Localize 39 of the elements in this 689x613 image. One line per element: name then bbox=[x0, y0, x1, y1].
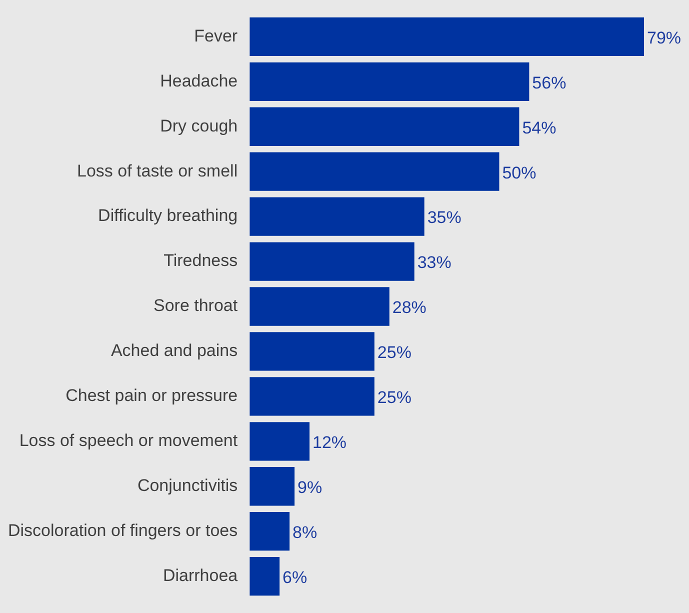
y-tick-label: Difficulty breathing bbox=[98, 206, 238, 226]
y-tick-label: Loss of taste or smell bbox=[76, 161, 238, 180]
bar bbox=[250, 152, 500, 191]
y-tick-label: Sore throat bbox=[154, 296, 238, 316]
bar bbox=[250, 197, 424, 236]
bar bbox=[250, 62, 530, 101]
bar bbox=[250, 107, 520, 146]
y-tick-label: Loss of speech or movement bbox=[19, 431, 238, 450]
data-label: 28% bbox=[392, 298, 426, 318]
bar bbox=[250, 287, 390, 326]
data-label: 35% bbox=[427, 208, 462, 228]
bar bbox=[250, 242, 414, 281]
y-tick-label: Headache bbox=[160, 71, 238, 90]
data-label: 50% bbox=[502, 163, 536, 182]
y-tick-label: Discoloration of fingers or toes bbox=[8, 521, 238, 540]
y-tick-label: Tiredness bbox=[164, 251, 238, 270]
y-tick-label: Fever bbox=[194, 26, 238, 46]
bar bbox=[250, 377, 374, 416]
bar bbox=[250, 422, 310, 461]
y-tick-label: Ached and pains bbox=[110, 341, 238, 360]
data-label: 12% bbox=[312, 433, 347, 452]
data-label: 33% bbox=[417, 253, 452, 272]
y-tick-label: Chest pain or pressure bbox=[66, 386, 238, 406]
y-tick-label: Dry cough bbox=[160, 116, 238, 136]
y-tick-label: Conjunctivitis bbox=[137, 476, 238, 496]
bar bbox=[250, 467, 295, 506]
data-label: 25% bbox=[377, 343, 412, 362]
bar bbox=[250, 556, 280, 596]
data-label: 56% bbox=[532, 73, 566, 92]
data-label: 8% bbox=[292, 523, 318, 542]
data-label: 25% bbox=[377, 388, 412, 408]
y-tick-label: Diarrhoea bbox=[162, 566, 238, 586]
data-label: 54% bbox=[522, 118, 556, 138]
data-label: 6% bbox=[282, 568, 308, 588]
data-label: 79% bbox=[647, 28, 682, 48]
bar bbox=[250, 512, 290, 551]
bar bbox=[250, 17, 644, 56]
bar bbox=[250, 332, 374, 371]
data-label: 9% bbox=[298, 478, 322, 498]
